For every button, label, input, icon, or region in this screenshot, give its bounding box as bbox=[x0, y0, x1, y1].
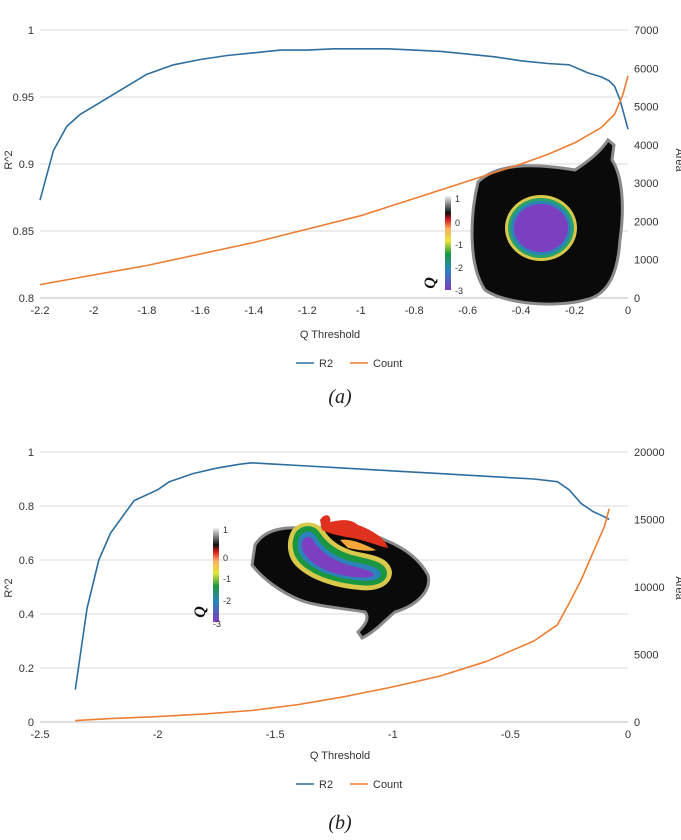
colorbar-label: Q bbox=[422, 277, 439, 289]
color-scale: 1 0 -1 -2 -3 Q bbox=[192, 525, 231, 629]
x-tick-label: -2 bbox=[153, 729, 163, 741]
inset-image bbox=[250, 515, 431, 640]
region-top-orange bbox=[340, 539, 376, 551]
tick-labels: 0 0.2 0.4 0.6 0.8 1 0 5000 10000 15000 20000 -2.5 -2… bbox=[19, 447, 665, 741]
y-tick-label: 0.4 bbox=[19, 609, 34, 621]
colorbar-tick: 1 bbox=[455, 194, 460, 204]
colorbar-tick: -3 bbox=[455, 286, 463, 296]
colorbar-tick: 0 bbox=[223, 553, 228, 563]
inset-image bbox=[470, 137, 624, 306]
y-axis-label: R^2 bbox=[3, 578, 15, 597]
y2-tick-label: 20000 bbox=[634, 447, 665, 459]
y-tick-label: 0.8 bbox=[19, 293, 34, 305]
x-tick-label: -1.5 bbox=[266, 729, 285, 741]
panel-caption: (a) bbox=[328, 386, 352, 408]
series-lines bbox=[39, 47, 629, 286]
y2-tick-label: 15000 bbox=[634, 515, 665, 527]
legend: R2 Count bbox=[296, 779, 402, 791]
x-tick-label: -1.8 bbox=[137, 305, 156, 317]
x-axis-label: Q Threshold bbox=[300, 329, 360, 341]
region-core bbox=[301, 536, 374, 578]
series-line-r2 bbox=[39, 47, 629, 201]
y2-tick-label: 7000 bbox=[634, 25, 658, 37]
y2-tick-label: 6000 bbox=[634, 63, 658, 75]
color-scale: 1 0 -1 -2 -3 Q bbox=[422, 194, 463, 296]
y-tick-label: 1 bbox=[28, 447, 34, 459]
tick-labels: 0.8 0.85 0.9 0.95 1 0 1000 2000 3000 4000 5000 6000… bbox=[13, 25, 659, 317]
panel-caption: (b) bbox=[328, 812, 352, 834]
legend-label-r2: R2 bbox=[319, 358, 333, 370]
y2-tick-label: 10000 bbox=[634, 582, 665, 594]
x-tick-label: -1 bbox=[388, 729, 398, 741]
x-tick-label: -1.2 bbox=[298, 305, 317, 317]
y2-axis-label: Area bbox=[673, 576, 681, 600]
y-tick-label: 0.6 bbox=[19, 555, 34, 567]
y2-tick-label: 0 bbox=[634, 717, 640, 729]
x-tick-label: -1.6 bbox=[191, 305, 210, 317]
y2-tick-label: 1000 bbox=[634, 255, 658, 267]
x-tick-label: -0.8 bbox=[405, 305, 424, 317]
colorbar bbox=[445, 196, 451, 290]
legend: R2 Count bbox=[296, 358, 402, 370]
x-tick-label: -2 bbox=[89, 305, 99, 317]
chart-panel-a: 0.8 0.85 0.9 0.95 1 0 1000 2000 3000 4000 5000 6000… bbox=[3, 25, 681, 408]
x-tick-label: -2.5 bbox=[31, 729, 50, 741]
y2-tick-label: 3000 bbox=[634, 178, 658, 190]
x-tick-label: -1 bbox=[356, 305, 366, 317]
x-tick-label: -0.4 bbox=[512, 305, 531, 317]
colorbar-tick: -2 bbox=[455, 263, 463, 273]
series-lines bbox=[74, 461, 610, 722]
y-tick-label: 0.2 bbox=[19, 663, 34, 675]
x-tick-label: 0 bbox=[625, 729, 631, 741]
y-tick-label: 0.9 bbox=[19, 159, 34, 171]
legend-label-count: Count bbox=[373, 779, 402, 791]
colorbar-tick: -2 bbox=[223, 596, 231, 606]
region-top-red bbox=[320, 515, 388, 548]
y2-tick-label: 0 bbox=[634, 293, 640, 305]
colorbar bbox=[213, 528, 219, 622]
colorbar-tick: -3 bbox=[213, 619, 221, 629]
y-tick-label: 0.8 bbox=[19, 501, 34, 513]
colorbar-tick: -1 bbox=[223, 574, 231, 584]
colorbar-label: Q bbox=[192, 606, 209, 618]
colorbar-tick: -1 bbox=[455, 240, 463, 250]
series-line-count bbox=[39, 75, 629, 286]
y-tick-label: 0 bbox=[28, 717, 34, 729]
region-core bbox=[514, 204, 568, 252]
x-tick-label: -0.2 bbox=[565, 305, 584, 317]
y-tick-label: 0.95 bbox=[13, 92, 34, 104]
series-line-r2 bbox=[74, 461, 610, 690]
legend-label-count: Count bbox=[373, 358, 402, 370]
y2-tick-label: 4000 bbox=[634, 140, 658, 152]
x-tick-label: -1.4 bbox=[244, 305, 263, 317]
chart-panel-b: 0 0.2 0.4 0.6 0.8 1 0 5000 10000 15000 20000 -2.5 -2… bbox=[3, 447, 681, 834]
series-line-count bbox=[75, 508, 610, 722]
y2-tick-label: 5000 bbox=[634, 102, 658, 114]
y-tick-label: 0.85 bbox=[13, 226, 34, 238]
y2-tick-label: 2000 bbox=[634, 216, 658, 228]
y2-tick-label: 5000 bbox=[634, 650, 658, 662]
y-tick-label: 1 bbox=[28, 25, 34, 37]
x-tick-label: -0.5 bbox=[501, 729, 520, 741]
y-axis-label: R^2 bbox=[3, 150, 15, 169]
x-tick-label: 0 bbox=[625, 305, 631, 317]
x-axis-label: Q Threshold bbox=[310, 750, 370, 762]
colorbar-tick: 1 bbox=[223, 525, 228, 535]
colorbar-tick: 0 bbox=[455, 218, 460, 228]
x-tick-label: -2.2 bbox=[31, 305, 50, 317]
y2-axis-label: Area bbox=[673, 148, 681, 172]
x-tick-label: -0.6 bbox=[458, 305, 477, 317]
legend-label-r2: R2 bbox=[319, 779, 333, 791]
